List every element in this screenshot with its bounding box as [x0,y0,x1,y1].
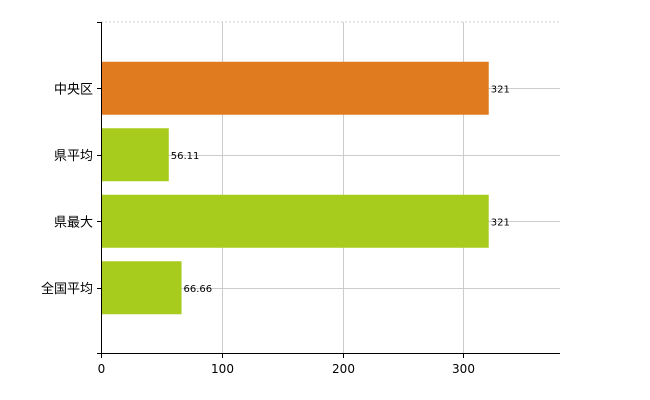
x-tick-label-3: 300 [452,362,475,376]
category-label-1: 県平均 [54,149,93,164]
category-label-0: 中央区 [54,82,93,97]
bar-3 [102,261,182,315]
category-label-2: 県最大 [54,215,93,230]
category-label-3: 全国平均 [41,281,93,297]
data-label-0: 321 [491,84,510,95]
x-tick-label-0: 0 [98,362,106,376]
data-label-3: 66.66 [184,284,213,295]
x-tick-label-1: 100 [211,362,234,376]
x-tick-label-2: 200 [332,362,355,376]
bar-1 [102,128,169,182]
data-label-1: 56.11 [171,151,200,162]
bar-0 [102,61,489,115]
bars [102,61,489,315]
bar-2 [102,194,489,248]
data-labels: 321 56.11 321 66.66 [171,84,510,295]
data-label-2: 321 [491,217,510,228]
